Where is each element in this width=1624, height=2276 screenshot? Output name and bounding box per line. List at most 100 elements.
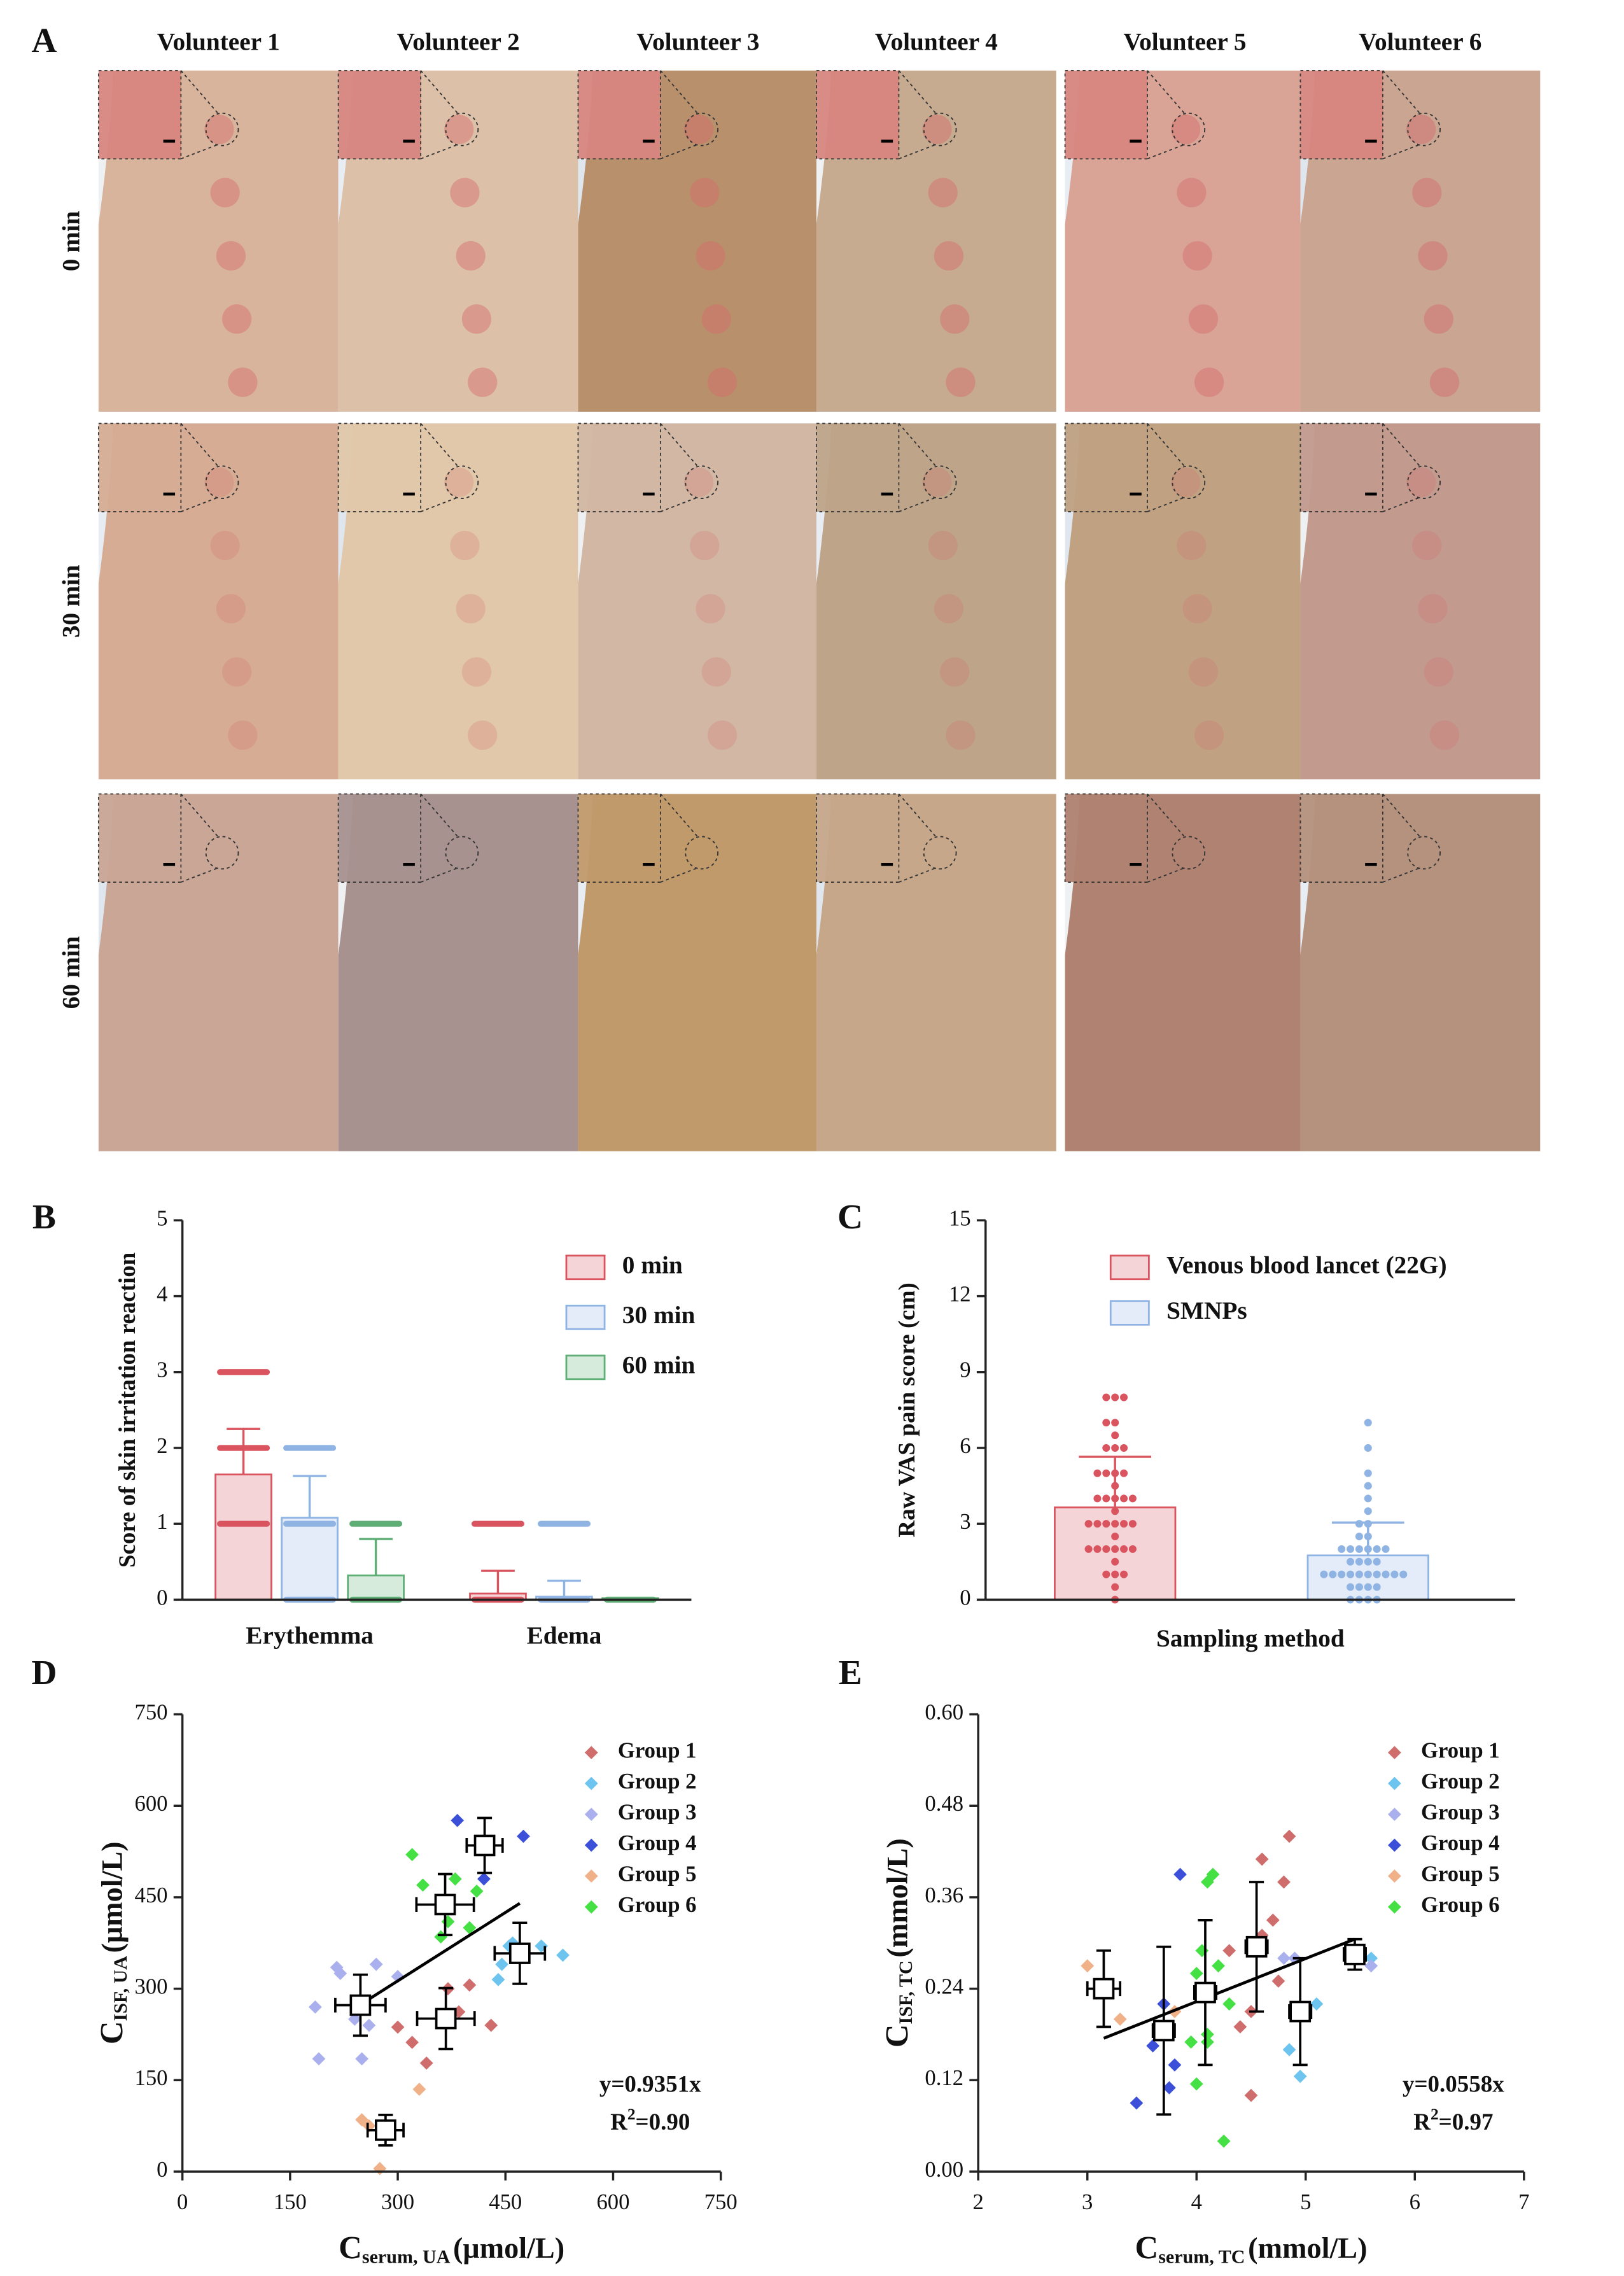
data-point [419,2056,433,2070]
x-tick-label: 2 [973,2190,984,2214]
panel-label: E [839,1653,862,1692]
zoom-line [1147,793,1186,883]
data-point [556,1948,570,1962]
zoom-circle [1407,465,1441,500]
inset [337,69,422,160]
axis-label-unit: (μmol/L) [453,2231,564,2264]
legend-marker [584,1808,598,1822]
data-point [1364,1444,1372,1452]
arm [816,423,1056,780]
sampling-site [922,467,952,497]
row-title: 0 min [58,211,85,271]
zoom-line [1147,423,1186,512]
data-point [1399,1570,1408,1578]
sampling-site [1194,720,1224,750]
data-point [1282,1829,1296,1843]
legend-swatch [1109,1300,1150,1326]
legend-swatch [565,1254,606,1281]
y-tick-label: 5 [157,1206,167,1230]
sampling-site [1182,241,1212,271]
sampling-site [461,657,492,687]
sampling-site [940,304,970,334]
y-tick-label: 0.24 [925,1975,963,1999]
data-point [1364,1951,1378,1965]
sampling-site [1406,115,1436,144]
legend-label: Group 1 [618,1739,697,1763]
sampling-site [1171,115,1201,144]
data-point [362,2018,376,2032]
data-point [1364,1482,1372,1490]
data-point [1338,1570,1346,1578]
x-tick-label: 4 [1191,2190,1202,2214]
data-point [491,1972,505,1986]
sampling-site [696,241,725,271]
zoom-line [420,423,459,512]
sampling-site [456,241,486,271]
y-tick-label: 12 [949,1282,971,1307]
zoom-circle [685,465,718,500]
data-point [451,1813,465,1827]
data-point [1255,1852,1269,1866]
x-tick-label: 0 [177,2190,188,2214]
sampling-site [210,530,240,561]
data-point [463,1978,477,1992]
error-bar [481,1570,515,1594]
row-title: 30 min [58,565,85,638]
mean-marker [375,2119,396,2141]
data-point [1364,1419,1372,1427]
column-title: Volunteer 4 [875,28,998,55]
data-point [1120,1494,1128,1503]
x-tick-label: 150 [274,2190,307,2214]
data-point [448,1872,462,1886]
mean-marker [349,1994,372,2016]
data-point [1189,1967,1203,1981]
legend-marker [584,1746,598,1760]
data-point [1347,1570,1355,1578]
zoom-circle [205,112,239,146]
inset [577,423,661,512]
mean-marker [1245,1935,1268,1958]
panel-label: D [31,1653,57,1692]
sampling-site [696,594,725,624]
y-tick-label: 0.12 [925,2066,963,2090]
error-bar [293,1475,326,1518]
x-tick-label: 6 [1410,2190,1420,2214]
inset [1064,793,1148,883]
inset [337,423,422,512]
x-tick-label: 450 [489,2190,522,2214]
error-bar [227,1428,260,1475]
y-tick-label: 0.48 [925,1792,963,1816]
sampling-site [1429,720,1460,750]
arm [1065,794,1305,1151]
mean-marker [435,2007,457,2030]
mean-marker [434,1893,456,1916]
data-point [1120,1570,1128,1578]
zoom-line [1382,793,1422,883]
zoom-line [420,793,459,883]
data-point [1355,1533,1363,1541]
data-point [1390,1570,1399,1578]
data-point [1206,1867,1220,1881]
sampling-site [456,594,486,624]
data-point [1093,1469,1102,1477]
sampling-site [450,178,480,207]
x-tick-label: 7 [1518,2190,1529,2214]
legend-label: Group 4 [1421,1831,1500,1855]
data-point [1128,1494,1137,1503]
data-point [1111,1494,1119,1503]
data-point [1364,1507,1372,1515]
data-point [1329,1570,1337,1578]
sampling-site [1188,304,1218,334]
legend-label: 30 min [622,1302,696,1329]
y-tick-label: 300 [135,1975,168,1999]
data-point [1364,1570,1372,1578]
legend-label: Group 6 [618,1893,697,1917]
y-tick-label: 3 [157,1358,167,1382]
y-tick-label: 150 [135,2066,168,2090]
sampling-site [701,304,731,334]
mean-marker [473,1834,496,1857]
bar [214,1473,272,1601]
mean-marker [1194,1981,1216,2004]
sampling-site [468,367,498,397]
data-point [1222,1944,1236,1958]
